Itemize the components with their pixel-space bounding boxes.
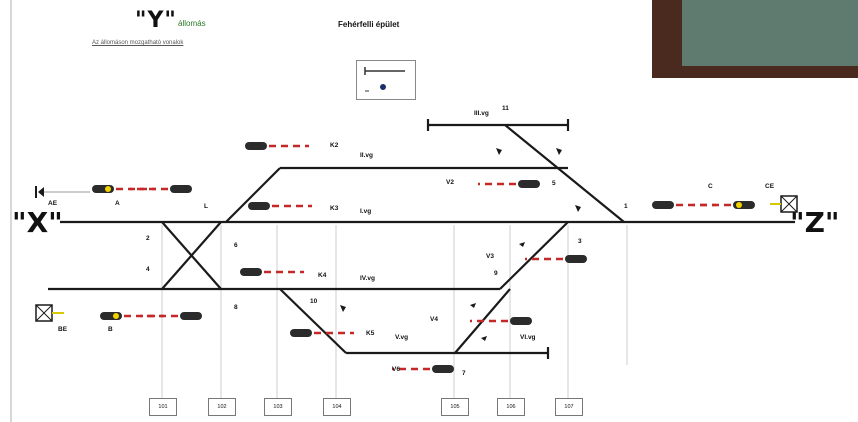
signal-b	[100, 312, 164, 320]
track-label-1: I.vg	[360, 208, 372, 215]
switch-label-6: 6	[234, 242, 238, 249]
signal-label-k5: K5	[366, 330, 375, 337]
track-label-5: V.vg	[395, 334, 409, 341]
signal-label-c: C	[708, 183, 713, 190]
switch-label-9: 9	[494, 270, 498, 277]
signal-label-k2: K2	[330, 142, 339, 149]
station-z-label: "Z"	[790, 206, 840, 239]
signal-label-a: A	[115, 200, 120, 207]
switch-label-5: 5	[552, 180, 556, 187]
signal-v2	[478, 180, 540, 188]
signal-label-k4: K4	[318, 272, 327, 279]
signal-label-v6: V6	[392, 366, 400, 373]
signal-v4	[470, 317, 532, 325]
relay-box-5: 105	[441, 398, 469, 416]
signal-a2	[130, 185, 192, 193]
station-x-label: "X"	[12, 206, 63, 239]
signal-ce	[693, 201, 755, 209]
track-4-right-ramp	[499, 221, 569, 290]
track-5-left-ramp	[279, 288, 347, 354]
signal-k5	[290, 329, 354, 337]
buffer-stop-left	[35, 186, 90, 198]
signal-v3	[525, 255, 587, 263]
relay-box-6: 106	[497, 398, 525, 416]
end-box-left	[35, 304, 64, 322]
building-heading: Fehérfelli épület	[338, 20, 400, 29]
switch-label-8: 8	[234, 304, 238, 311]
signal-label-b: B	[108, 326, 113, 333]
switch-label-4: 4	[146, 266, 150, 273]
signal-label-l: L	[204, 203, 208, 210]
switch-label-7: 7	[462, 370, 466, 377]
switch-markers	[340, 148, 581, 341]
switch-label-3: 3	[578, 238, 582, 245]
relay-box-7: 107	[555, 398, 583, 416]
station-subtitle: Az állomáson mozgatható vonalok	[92, 40, 184, 46]
end-box-right	[770, 195, 798, 213]
signal-k3	[248, 202, 312, 210]
legend-box	[356, 60, 416, 100]
signal-group	[92, 142, 755, 373]
track-label-4: IV.vg	[360, 275, 375, 282]
signal-b2	[140, 312, 202, 320]
relay-box-3: 103	[264, 398, 292, 416]
signal-label-ae: AE	[48, 200, 58, 207]
relay-box-1: 101	[149, 398, 177, 416]
signal-label-v3: V3	[486, 253, 494, 260]
crossover-b	[161, 221, 222, 290]
signal-a	[92, 185, 156, 193]
signal-k2	[245, 142, 309, 150]
station-title: "Y"	[135, 8, 177, 33]
track-label-3: III.vg	[474, 110, 489, 117]
relay-box-4: 104	[323, 398, 351, 416]
control-panel-photo	[652, 0, 858, 78]
switch-label-10: 10	[310, 298, 318, 305]
signal-k4	[240, 268, 304, 276]
relay-box-2: 102	[208, 398, 236, 416]
track-label-6: VI.vg	[520, 334, 536, 341]
signal-label-k3: K3	[330, 205, 339, 212]
page-margin-line	[10, 0, 12, 422]
track-2-left-ramp	[225, 167, 281, 223]
signal-label-v2: V2	[446, 179, 454, 186]
reference-lines	[161, 225, 628, 398]
control-panel-surface	[682, 0, 858, 66]
track-label-2: II.vg	[360, 152, 374, 159]
signal-c	[652, 201, 716, 209]
switch-label-11: 11	[502, 105, 509, 112]
signal-label-be: BE	[58, 326, 68, 333]
signal-v6	[392, 365, 454, 373]
signal-label-v4: V4	[430, 316, 438, 323]
signal-label-ce: CE	[765, 183, 775, 190]
station-title-suffix: állomás	[178, 19, 206, 28]
top-right-diagonal	[504, 124, 625, 223]
switch-label-1: 1	[624, 203, 628, 210]
switch-label-2: 2	[146, 235, 150, 242]
legend-symbol	[364, 67, 405, 92]
